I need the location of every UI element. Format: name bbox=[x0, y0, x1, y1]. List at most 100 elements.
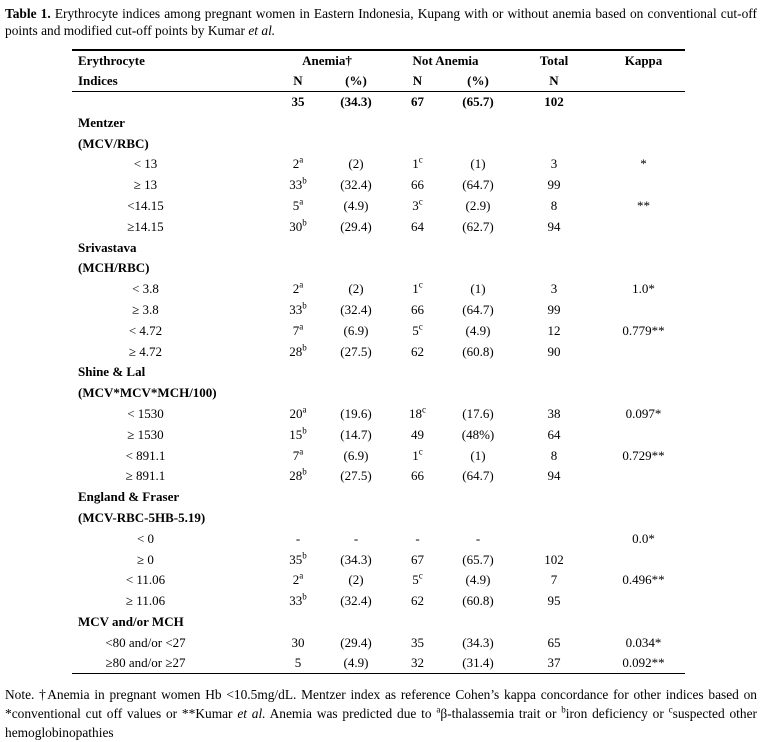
footnote-marker: a bbox=[299, 196, 304, 207]
row-label-cell: < 13 bbox=[133, 156, 158, 172]
kappa-cell bbox=[602, 549, 685, 570]
anemia-n-cell: 5 bbox=[269, 653, 327, 674]
anemia-n-cell: 2a bbox=[269, 279, 327, 300]
kappa-cell bbox=[602, 591, 685, 612]
count-value: 33 bbox=[289, 301, 303, 317]
footnote-marker: b bbox=[302, 550, 307, 561]
anemia-pct-cell: (2) bbox=[348, 156, 364, 172]
section-name-row: Shine & Lal bbox=[72, 362, 685, 383]
kappa-cell: 0.097* bbox=[625, 405, 662, 421]
anemia-n-cell: 20a bbox=[269, 404, 327, 425]
count-value: 62 bbox=[411, 343, 424, 359]
kappa-cell: * bbox=[640, 156, 647, 172]
kappa-cell bbox=[602, 300, 685, 321]
notanemia-n-cell: 67 bbox=[385, 549, 450, 570]
notanemia-pct-cell: (1) bbox=[470, 281, 486, 297]
anemia-n-cell: 7a bbox=[269, 320, 327, 341]
section-formula-cell: (MCV-RBC-5HB-5.19) bbox=[78, 509, 206, 525]
count-value: 30 bbox=[291, 634, 305, 650]
anemia-pct-cell: (2) bbox=[348, 572, 364, 588]
total-n-cell: 94 bbox=[547, 468, 561, 484]
row-label-cell bbox=[72, 92, 269, 113]
header-notanemia-pct: (%) bbox=[450, 70, 506, 93]
header-not-anemia: Not Anemia bbox=[412, 52, 479, 68]
notanemia-pct-cell: (64.7) bbox=[462, 177, 494, 193]
anemia-pct-cell: (2) bbox=[348, 281, 364, 297]
count-value: 66 bbox=[411, 301, 424, 317]
footnote-marker: c bbox=[418, 196, 423, 207]
notanemia-pct-cell: (64.7) bbox=[462, 468, 494, 484]
anemia-n-cell: 33b bbox=[269, 300, 327, 321]
notanemia-n-cell: 3c bbox=[385, 196, 450, 217]
anemia-n-cell: 30b bbox=[269, 216, 327, 237]
row-label-cell: ≥ 1530 bbox=[127, 426, 164, 442]
total-n-cell: 8 bbox=[550, 447, 558, 463]
notanemia-n-cell: 66 bbox=[385, 175, 450, 196]
anemia-n-cell: 35 bbox=[269, 92, 327, 113]
table-row: < 0 - - - - 0.0* bbox=[72, 528, 685, 549]
row-label-cell: ≥14.15 bbox=[127, 218, 164, 234]
table-row: ≥ 1530 15b (14.7) 49 (48%) 64 bbox=[72, 424, 685, 445]
count-value: 67 bbox=[411, 551, 424, 567]
notanemia-pct-cell: (1) bbox=[470, 447, 486, 463]
anemia-n-cell: 28b bbox=[269, 466, 327, 487]
notanemia-pct-cell: (64.7) bbox=[462, 301, 494, 317]
section-name-cell: Srivastava bbox=[78, 239, 137, 255]
count-value: 35 bbox=[411, 634, 424, 650]
row-label-cell: < 11.06 bbox=[125, 572, 166, 588]
footnote-marker: b bbox=[302, 591, 307, 602]
anemia-pct-cell: (27.5) bbox=[340, 468, 372, 484]
header-kappa: Kappa bbox=[624, 52, 663, 68]
header-notanemia-n: N bbox=[385, 70, 450, 93]
section-name-row: Mentzer bbox=[72, 112, 685, 133]
table-row: < 891.1 7a (6.9) 1c (1) 8 0.729** bbox=[72, 445, 685, 466]
footnote-marker: a bbox=[299, 279, 304, 290]
count-value: 49 bbox=[411, 426, 424, 442]
notanemia-n-cell: 62 bbox=[385, 341, 450, 362]
anemia-pct-cell: (34.3) bbox=[340, 551, 372, 567]
anemia-n-cell: 35b bbox=[269, 549, 327, 570]
row-label-cell: < 891.1 bbox=[125, 447, 166, 463]
total-n-cell: 102 bbox=[544, 94, 564, 110]
table-row: ≥ 0 35b (34.3) 67 (65.7) 102 bbox=[72, 549, 685, 570]
total-n-cell: 99 bbox=[547, 177, 561, 193]
notanemia-pct-cell: (48%) bbox=[461, 426, 495, 442]
text-segment: et al. bbox=[237, 706, 266, 722]
notanemia-n-cell: 1c bbox=[385, 154, 450, 175]
notanemia-pct-cell: - bbox=[475, 530, 481, 546]
header-total: Total bbox=[539, 52, 569, 68]
total-n-cell: 3 bbox=[550, 156, 558, 172]
anemia-pct-cell: (29.4) bbox=[340, 218, 372, 234]
count-value: - bbox=[415, 530, 420, 546]
kappa-cell: 0.034* bbox=[625, 634, 662, 650]
total-n-cell: 7 bbox=[550, 572, 558, 588]
footnote-marker: c bbox=[418, 321, 423, 332]
kappa-cell: 1.0* bbox=[632, 281, 655, 297]
notanemia-n-cell: 49 bbox=[385, 424, 450, 445]
section-formula-row: (MCV/RBC) bbox=[72, 133, 685, 154]
notanemia-pct-cell: (62.7) bbox=[462, 218, 494, 234]
table-row: < 11.06 2a (2) 5c (4.9) 7 0.496** bbox=[72, 570, 685, 591]
anemia-pct-cell: (6.9) bbox=[343, 447, 369, 463]
notanemia-pct-cell: (34.3) bbox=[462, 634, 494, 650]
footnote-marker: a bbox=[299, 446, 304, 457]
total-n-cell: 94 bbox=[547, 218, 561, 234]
footnote-marker: c bbox=[668, 704, 673, 715]
anemia-pct-cell: (32.4) bbox=[340, 177, 372, 193]
row-label-cell: < 1530 bbox=[127, 405, 164, 421]
kappa-cell: 0.729** bbox=[622, 447, 665, 463]
kappa-cell: 0.496** bbox=[622, 572, 665, 588]
count-value: 3 bbox=[412, 197, 419, 213]
count-value: 28 bbox=[289, 343, 303, 359]
table-row: ≥ 11.06 33b (32.4) 62 (60.8) 95 bbox=[72, 591, 685, 612]
anemia-n-cell: 2a bbox=[269, 154, 327, 175]
total-n-cell: 37 bbox=[547, 655, 561, 671]
notanemia-pct-cell: (65.7) bbox=[462, 94, 494, 110]
anemia-n-cell: 28b bbox=[269, 341, 327, 362]
section-formula-row: (MCH/RBC) bbox=[72, 258, 685, 279]
count-value: 35 bbox=[289, 551, 303, 567]
footnote-marker: b bbox=[302, 342, 307, 353]
text-segment: β-thalassemia trait or bbox=[440, 706, 562, 722]
total-n-cell: 8 bbox=[550, 197, 558, 213]
notanemia-n-cell: 5c bbox=[385, 570, 450, 591]
